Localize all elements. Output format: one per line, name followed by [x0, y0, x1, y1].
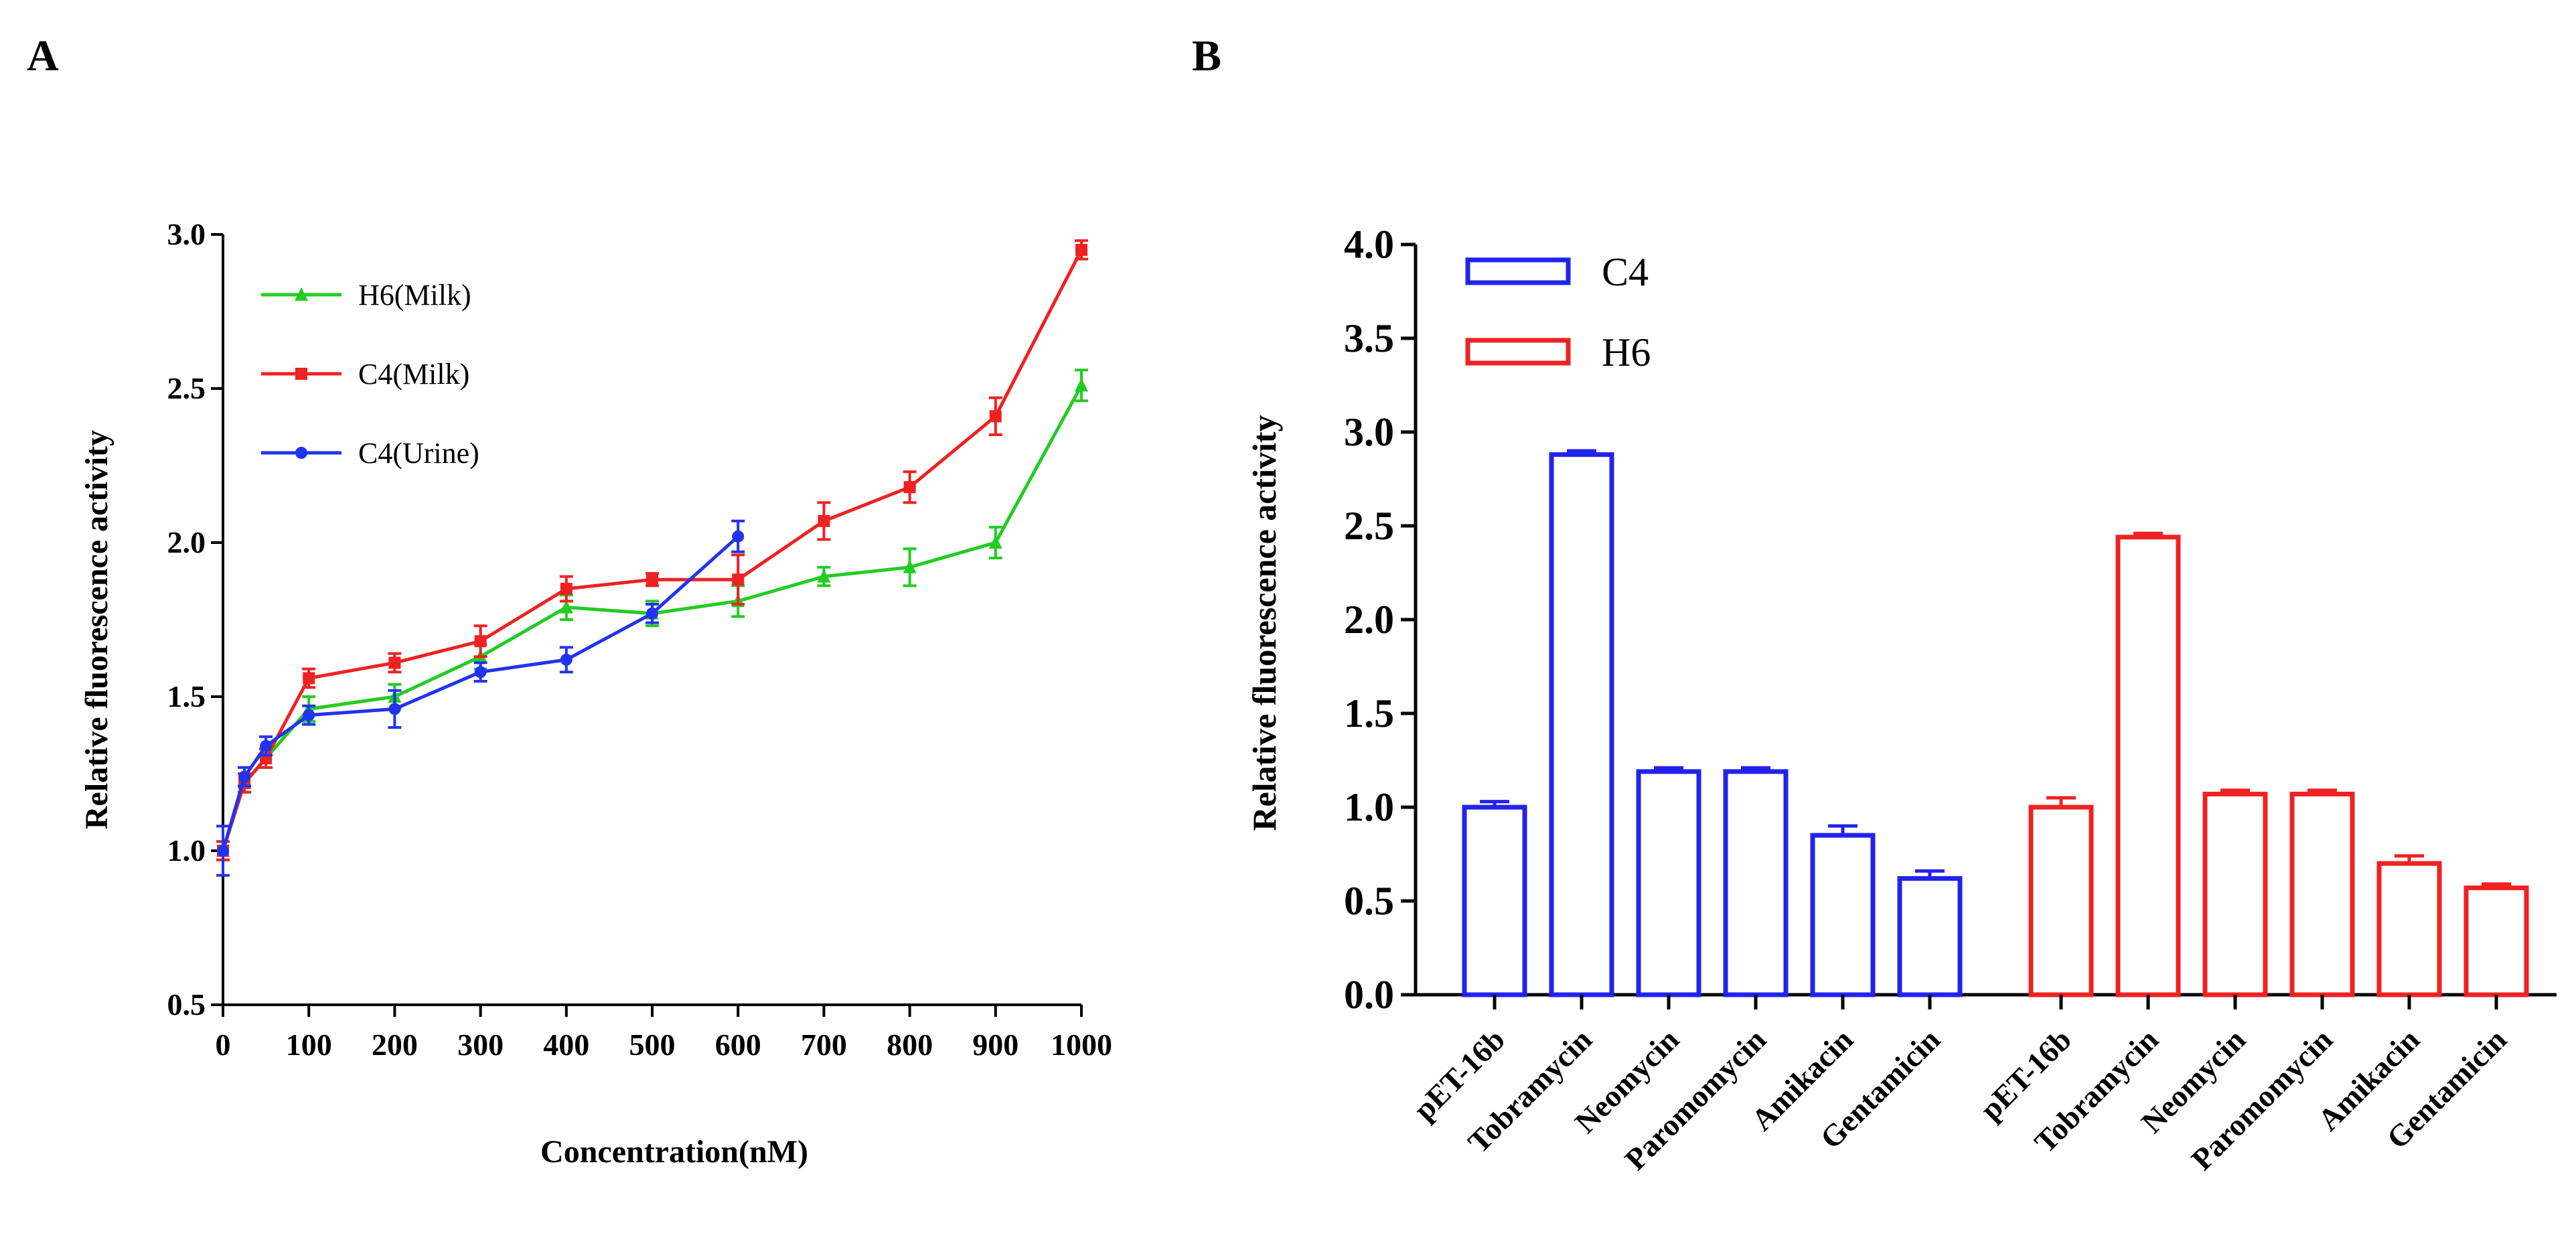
- a-x-tick-label: 100: [286, 1028, 332, 1062]
- a-legend-label: H6(Milk): [358, 279, 471, 311]
- b-y-tick-label: 2.0: [1344, 598, 1394, 642]
- b-bar: [2292, 794, 2352, 995]
- a-series-c4-urine-: [216, 521, 745, 876]
- b-legend-swatch: [1468, 340, 1568, 363]
- a-data-point: [1075, 378, 1088, 391]
- b-y-tick-label: 3.0: [1344, 410, 1394, 454]
- a-x-axis-title: Concentration(nM): [540, 1134, 808, 1170]
- b-y-tick-label: 0.0: [1344, 973, 1394, 1017]
- a-y-axis-title: Relative fluorescence activity: [79, 430, 115, 829]
- a-legend-item: H6(Milk): [261, 279, 471, 311]
- a-x-tick-label: 1000: [1051, 1028, 1112, 1062]
- a-data-point: [1075, 244, 1087, 256]
- a-y-tick-label: 2.5: [167, 371, 206, 405]
- a-data-point: [818, 515, 830, 527]
- a-x-tick-label: 500: [629, 1028, 676, 1062]
- a-data-point: [260, 740, 272, 752]
- a-data-point: [303, 709, 315, 721]
- b-bar: [1551, 455, 1612, 995]
- b-y-tick-label: 3.5: [1344, 316, 1394, 360]
- a-data-point: [646, 608, 658, 620]
- b-legend-label: C4: [1602, 250, 1649, 294]
- b-y-tick-label: 1.5: [1344, 691, 1394, 736]
- a-y-tick-label: 0.5: [167, 987, 206, 1022]
- a-x-tick-label: 0: [216, 1028, 231, 1062]
- a-data-point: [217, 845, 229, 857]
- a-legend-marker: [295, 368, 307, 380]
- a-y-tick-label: 1.5: [167, 679, 206, 713]
- b-bar: [1813, 835, 1873, 995]
- a-legend-label: C4(Milk): [358, 358, 469, 391]
- chart-panel-b: 0.0 0.5 1.0 1.5 2.0 2.5 3.0 3.5 4.0 pET-16bTobram…: [1245, 222, 2557, 1177]
- b-bar: [1464, 807, 1525, 995]
- b-legend-item: H6: [1468, 330, 1651, 374]
- panel-a-label: A: [27, 31, 59, 80]
- a-x-tick-label: 900: [972, 1028, 1018, 1062]
- b-bar: [2031, 807, 2091, 995]
- b-bar: [2466, 888, 2526, 995]
- a-x-tick-label: 400: [543, 1028, 589, 1062]
- a-x-tick-label: 300: [457, 1028, 504, 1062]
- a-y-tick-label: 2.0: [167, 525, 206, 559]
- a-x-tick-label: 700: [801, 1028, 847, 1062]
- b-y-tick-label: 4.0: [1344, 222, 1394, 267]
- a-series-line: [223, 250, 1081, 851]
- a-data-point: [475, 635, 487, 647]
- a-data-point: [388, 656, 400, 669]
- a-series-c4-milk-: [216, 240, 1088, 860]
- a-x-tick-label: 200: [372, 1028, 418, 1062]
- a-legend-item: C4(Urine): [261, 437, 479, 470]
- b-legend-swatch: [1468, 260, 1568, 283]
- a-data-point: [560, 583, 573, 595]
- b-legend-label: H6: [1602, 330, 1651, 374]
- b-bar: [1639, 772, 1699, 995]
- b-legend-item: C4: [1468, 250, 1649, 294]
- b-bar: [1726, 772, 1786, 995]
- a-data-point: [904, 481, 916, 493]
- b-y-tick-label: 0.5: [1344, 879, 1394, 923]
- a-data-point: [238, 771, 250, 783]
- a-y-tick-label: 3.0: [167, 217, 206, 251]
- b-series-h6: pET-16bTobramycinNeomycinParomomycinAmik…: [1973, 533, 2526, 1176]
- b-bar: [2118, 537, 2178, 995]
- a-data-point: [560, 654, 573, 666]
- a-data-point: [990, 410, 1002, 422]
- a-legend-label: C4(Urine): [358, 437, 479, 470]
- a-data-point: [475, 666, 487, 678]
- a-y-tick-label: 1.0: [167, 833, 206, 867]
- a-data-point: [732, 531, 744, 543]
- a-x-tick-label: 600: [715, 1028, 761, 1062]
- panel-b-label: B: [1192, 31, 1221, 80]
- b-bar: [1900, 878, 1960, 995]
- a-legend-item: C4(Milk): [261, 358, 469, 391]
- a-data-point: [646, 573, 658, 585]
- a-data-point: [388, 703, 400, 715]
- b-y-tick-label: 1.0: [1344, 785, 1394, 829]
- b-bar: [2205, 794, 2265, 995]
- figure: A B 0.5 1.0 1.5 2.0 2.5 3.0 0 100 200 300 400 500 60…: [0, 0, 2576, 1256]
- a-legend-marker: [295, 447, 307, 459]
- a-data-point: [732, 573, 744, 585]
- a-x-tick-label: 800: [887, 1028, 933, 1062]
- b-y-axis-title: Relative fluorescence activity: [1245, 415, 1283, 831]
- a-data-point: [303, 672, 315, 684]
- b-bar: [2379, 863, 2439, 995]
- b-y-tick-label: 2.5: [1344, 504, 1394, 548]
- b-series-c4: pET-16bTobramycinNeomycinParomomycinAmik…: [1407, 451, 1960, 1177]
- chart-panel-a: 0.5 1.0 1.5 2.0 2.5 3.0 0 100 200 300 400 500 600 700…: [79, 217, 1112, 1170]
